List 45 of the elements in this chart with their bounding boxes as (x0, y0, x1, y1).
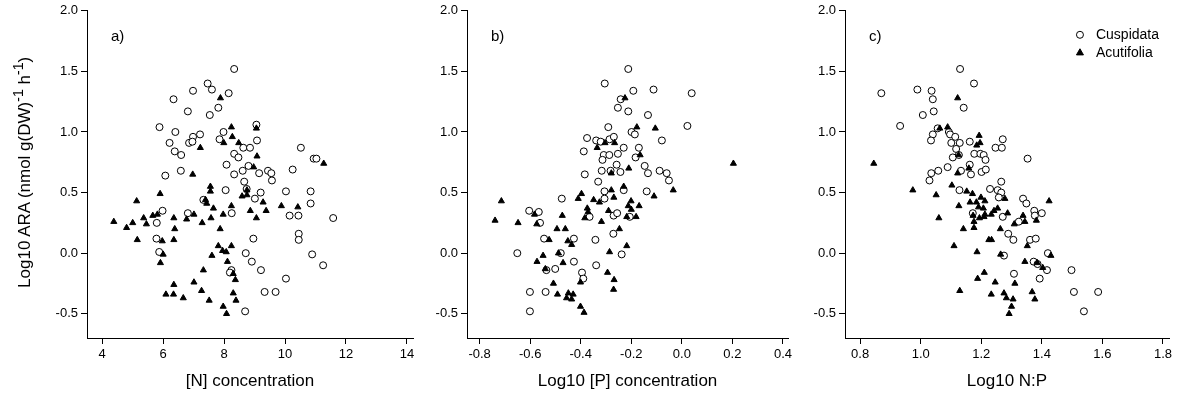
y-tick-label: 2.0 (59, 2, 78, 18)
annotation: a) (111, 26, 125, 44)
legend-label: Cuspidata (1095, 25, 1160, 42)
x-axis-title: [N] concentration (185, 371, 315, 391)
y-tick-label: 1.5 (59, 62, 78, 78)
legend-label: Acutifolia (1095, 43, 1153, 60)
x-axis-title: Log10 N:P (966, 371, 1048, 391)
y-tick-label: 0.0 (59, 244, 78, 260)
x-tick-label: 1.2 (972, 346, 991, 362)
y-tick-label: 0.5 (59, 184, 78, 200)
x-tick-label: -0.4 (569, 346, 592, 362)
x-tick-label: 1.6 (1093, 346, 1112, 362)
x-tick-label: -0.6 (518, 346, 542, 362)
x-tick-label: 1.4 (1032, 346, 1051, 362)
annotation: b) (491, 26, 505, 44)
x-tick-label: 1.8 (1153, 346, 1172, 362)
y-tick-label: 0.0 (817, 244, 836, 260)
x-tick-label: 0.2 (723, 346, 742, 362)
y-tick-label: 1.0 (817, 123, 836, 139)
y-tick-label: 2.0 (817, 2, 836, 18)
y-tick-label: 1.0 (59, 123, 78, 139)
x-tick-label: -0.2 (620, 346, 643, 362)
x-tick-label: 10 (277, 346, 293, 362)
x-tick-label: 14 (399, 346, 415, 362)
y-tick-label: 0.0 (439, 244, 458, 260)
y-tick-label: 1.5 (817, 62, 836, 78)
x-tick-label: 0.8 (851, 346, 870, 362)
x-tick-label: 12 (338, 346, 354, 362)
y-tick-label: -0.5 (55, 305, 78, 321)
y-tick-label: 1.0 (439, 123, 458, 139)
x-tick-label: 0.4 (773, 346, 792, 362)
x-tick-label: 8 (220, 346, 228, 362)
x-tick-label: 4 (98, 346, 106, 362)
x-tick-label: 6 (159, 346, 167, 362)
y-tick-label: 2.0 (439, 2, 458, 18)
y-tick-label: 0.5 (817, 184, 836, 200)
x-tick-label: -0.8 (468, 346, 491, 362)
annotation: c) (869, 26, 882, 44)
x-tick-label: 0.0 (672, 346, 691, 362)
x-axis-title: Log10 [P] concentration (537, 371, 718, 391)
y-tick-label: 0.5 (439, 184, 458, 200)
x-tick-label: 1.0 (911, 346, 930, 362)
y-tick-label: -0.5 (813, 305, 836, 321)
y-tick-label: -0.5 (435, 305, 458, 321)
y-tick-label: 1.5 (439, 62, 458, 78)
